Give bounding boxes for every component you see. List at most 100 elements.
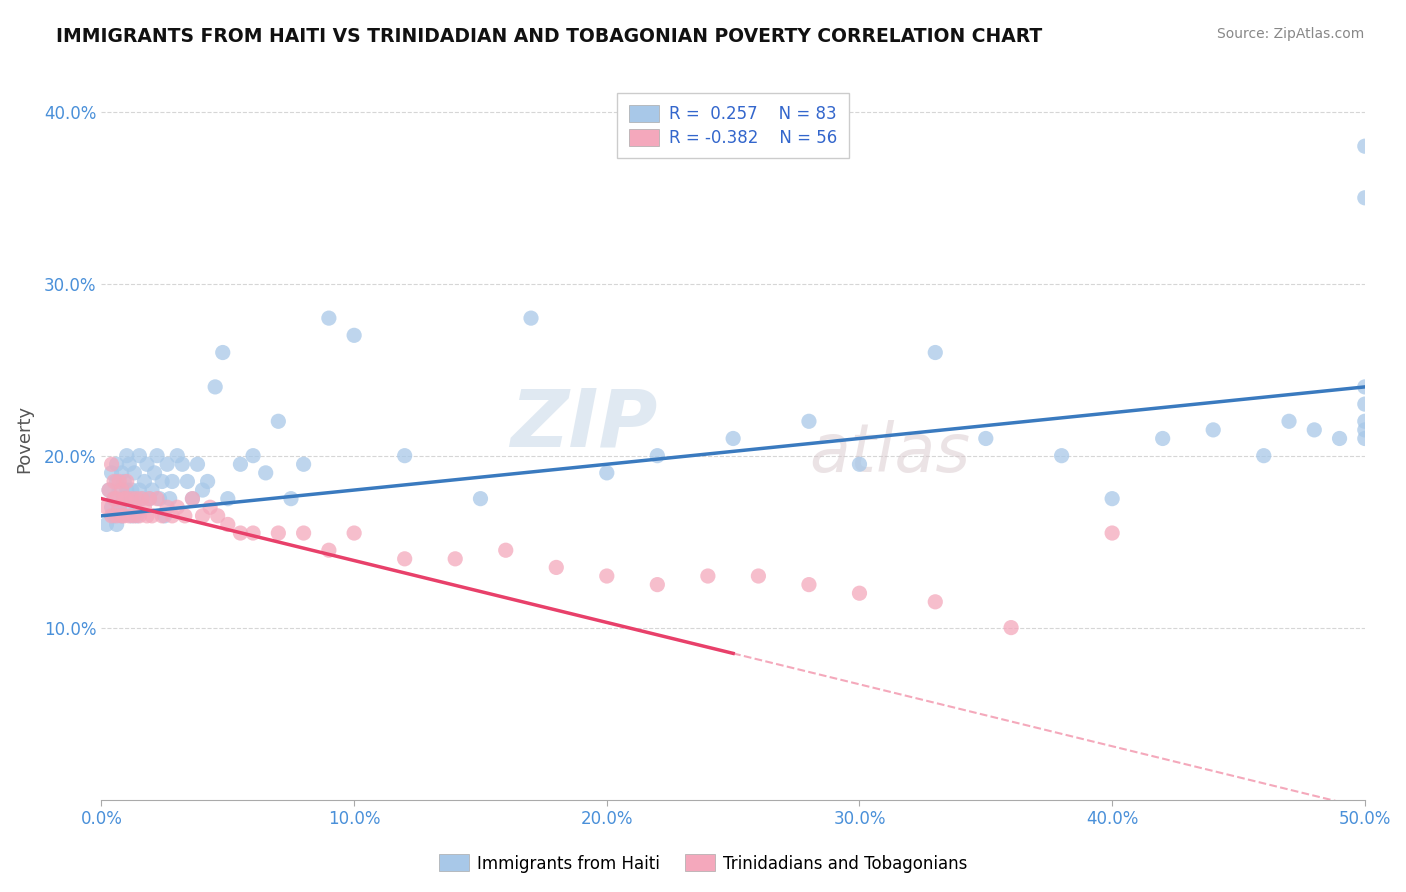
Point [1253,449,1275,463]
Text: Source: ZipAtlas.com: Source: ZipAtlas.com [1216,27,1364,41]
Point [176,475,198,489]
Point [105,491,128,506]
Point [115,500,138,515]
Point [166,500,188,515]
Point [111,466,134,480]
Legend: Immigrants from Haiti, Trinidadians and Tobagonians: Immigrants from Haiti, Trinidadians and … [432,847,974,880]
Point [131,491,153,506]
Point [149,491,172,506]
Point [647,577,669,591]
Point [100,500,122,515]
Point [124,466,146,480]
Point [181,491,204,506]
Point [173,508,195,523]
Point [138,491,160,506]
Point [191,483,214,497]
Point [267,414,290,428]
Point [108,483,131,497]
Point [848,586,870,600]
Point [186,457,208,471]
Point [254,466,277,480]
Point [242,526,264,541]
Point [747,569,769,583]
Point [1101,526,1123,541]
Point [394,449,416,463]
Point [136,457,159,471]
Point [520,311,543,326]
Point [343,328,366,343]
Point [121,491,143,506]
Point [112,508,135,523]
Point [98,483,121,497]
Point [1354,380,1376,394]
Point [111,483,134,497]
Point [100,508,122,523]
Point [124,508,146,523]
Point [100,457,122,471]
Point [153,508,176,523]
Point [924,595,946,609]
Point [596,466,619,480]
Point [105,457,128,471]
Point [267,526,290,541]
Point [112,491,135,506]
Point [1354,191,1376,205]
Point [146,491,169,506]
Legend: R =  0.257    N = 83, R = -0.382    N = 56: R = 0.257 N = 83, R = -0.382 N = 56 [617,93,849,159]
Point [96,517,118,532]
Point [280,491,302,506]
Point [105,508,128,523]
Point [444,551,467,566]
Point [292,526,315,541]
Point [181,491,204,506]
Point [1202,423,1225,437]
Point [394,551,416,566]
Point [318,543,340,558]
Point [124,491,146,506]
Point [197,475,219,489]
Point [105,475,128,489]
Point [98,483,121,497]
Point [229,457,252,471]
Point [105,517,128,532]
Point [495,543,517,558]
Point [146,449,169,463]
Point [136,508,159,523]
Point [118,491,141,506]
Point [150,508,173,523]
Point [156,457,179,471]
Point [211,345,233,359]
Point [108,475,131,489]
Point [134,500,156,515]
Point [191,508,214,523]
Point [156,500,179,515]
Point [134,475,156,489]
Point [112,491,135,506]
Point [696,569,718,583]
Point [217,517,239,532]
Point [150,475,173,489]
Point [1354,432,1376,446]
Point [103,508,125,523]
Point [103,491,125,506]
Point [128,483,150,497]
Point [125,491,148,506]
Text: IMMIGRANTS FROM HAITI VS TRINIDADIAN AND TOBAGONIAN POVERTY CORRELATION CHART: IMMIGRANTS FROM HAITI VS TRINIDADIAN AND… [56,27,1042,45]
Point [721,432,744,446]
Point [100,466,122,480]
Point [108,500,131,515]
Point [292,457,315,471]
Point [1278,414,1301,428]
Point [797,414,820,428]
Point [96,500,118,515]
Point [596,569,619,583]
Point [121,508,143,523]
Point [141,508,163,523]
Point [108,500,131,515]
Point [143,466,166,480]
Point [118,457,141,471]
Point [1000,621,1022,635]
Point [172,457,194,471]
Point [1354,414,1376,428]
Text: atlas: atlas [808,420,970,486]
